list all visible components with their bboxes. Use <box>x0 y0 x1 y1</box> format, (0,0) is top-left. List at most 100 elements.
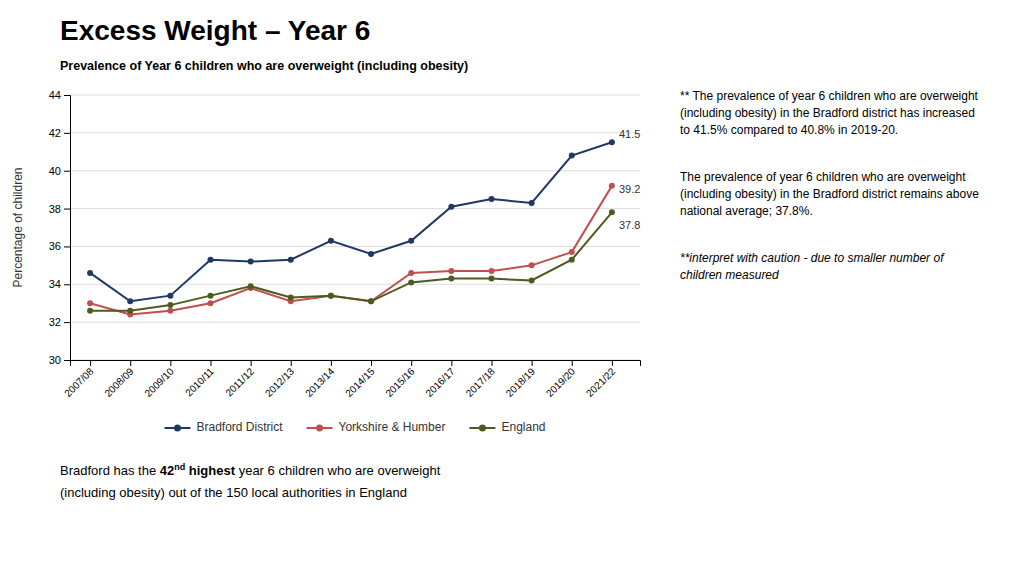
y-tick-label: 34 <box>49 278 61 290</box>
plot: 30323436384042442007/082008/092009/10201… <box>49 89 641 399</box>
marks <box>87 139 615 317</box>
y-tick: 32 <box>49 316 70 328</box>
x-tick-label: 2007/08 <box>62 365 96 399</box>
y-tick: 30 <box>49 354 70 366</box>
note-text: national average; 37.8%. <box>680 204 813 218</box>
x-tick-mark <box>130 360 131 366</box>
legend-label: England <box>501 420 545 434</box>
y-tick-mark <box>64 360 70 361</box>
x-tick: 2017/18 <box>464 360 498 399</box>
grid-line <box>70 284 640 285</box>
x-axis-line <box>71 361 641 367</box>
bottom-note: Bradford has the 42nd highest year 6 chi… <box>60 462 441 478</box>
y-tick-mark <box>64 171 70 172</box>
x-tick-label: 2019/20 <box>544 365 578 399</box>
y-tick-mark <box>64 246 70 247</box>
data-point <box>609 139 615 145</box>
x-tick: 2014/15 <box>343 360 377 399</box>
x-tick: 2007/08 <box>62 360 96 399</box>
annotation: 37.8 <box>619 219 640 231</box>
y-tick-label: 32 <box>49 316 61 328</box>
x-tick-mark <box>90 360 91 366</box>
y-tick-label: 38 <box>49 203 61 215</box>
note-text: ** The prevalence of year 6 children who… <box>680 89 979 103</box>
grid-line <box>70 322 640 323</box>
data-point <box>569 249 575 255</box>
title: Excess Weight – Year 6 <box>60 15 370 46</box>
data-point <box>529 278 535 284</box>
data-point <box>529 200 535 206</box>
bottom-note-part: highest <box>185 463 236 478</box>
data-point <box>408 238 414 244</box>
x-tick-label: 2016/17 <box>423 365 457 399</box>
data-point <box>207 300 213 306</box>
legend: Bradford District Yorkshire & Humber Engla… <box>164 420 545 434</box>
x-tick-label: 2010/11 <box>183 365 216 398</box>
data-point <box>448 276 454 282</box>
data-point <box>368 251 374 257</box>
x-tick-mark <box>572 360 573 366</box>
series-line <box>90 186 612 315</box>
x-tick: 2019/20 <box>544 360 578 399</box>
x-tick: 2018/19 <box>504 360 538 399</box>
data-point <box>488 196 494 202</box>
x-tick: 2015/16 <box>383 360 417 399</box>
data-point <box>448 268 454 274</box>
y-tick-mark <box>64 322 70 323</box>
x-tick-mark <box>210 360 211 366</box>
x-tick: 2011/12 <box>223 360 256 398</box>
data-point <box>328 293 334 299</box>
data-point <box>167 302 173 308</box>
legend-item: England <box>469 420 545 434</box>
legend-marker <box>479 425 486 432</box>
subtitle: Prevalence of Year 6 children who are ov… <box>60 59 468 73</box>
note-text: **interpret with caution - due to smalle… <box>680 251 945 265</box>
y-tick-mark <box>64 284 70 285</box>
data-point <box>167 293 173 299</box>
x-tick-mark <box>451 360 452 366</box>
y-tick: 34 <box>49 278 70 290</box>
bottom-note-part: nd <box>174 462 185 472</box>
legend-item: Bradford District <box>164 420 283 434</box>
x-tick-label: 2008/09 <box>102 365 136 399</box>
y-tick-mark <box>64 209 70 210</box>
y-tick-label: 30 <box>49 354 61 366</box>
data-point <box>368 298 374 304</box>
y-tick-label: 44 <box>49 89 61 101</box>
data-point <box>87 270 93 276</box>
annotation: 41.5 <box>619 128 640 140</box>
data-point <box>569 153 575 159</box>
x-tick-label: 2018/19 <box>504 365 538 399</box>
y-tick: 40 <box>49 165 70 177</box>
y-tick-label: 36 <box>49 240 61 252</box>
grid-line <box>70 208 640 209</box>
x-tick-mark <box>170 360 171 366</box>
data-point <box>529 262 535 268</box>
legend-label: Yorkshire & Humber <box>339 420 446 434</box>
y-tick: 44 <box>49 89 70 101</box>
x-tick-mark <box>411 360 412 366</box>
data-point <box>408 270 414 276</box>
series-line <box>90 212 612 310</box>
x-tick-label: 2013/14 <box>303 365 337 399</box>
x-tick-label: 2014/15 <box>343 365 377 399</box>
x-tick-label: 2012/13 <box>263 365 297 399</box>
data-point <box>328 293 334 299</box>
legend-marker <box>316 425 323 432</box>
x-tick-mark <box>371 360 372 366</box>
y-tick: 36 <box>49 240 70 252</box>
data-point <box>368 298 374 304</box>
data-point <box>87 300 93 306</box>
legend-marker <box>174 425 181 432</box>
bottom-note-part: Bradford has the <box>60 463 160 478</box>
data-point <box>609 209 615 215</box>
data-point <box>569 257 575 263</box>
bottom-note-part: year 6 children who are overweight <box>235 463 441 478</box>
data-point <box>288 257 294 263</box>
grid-line <box>70 246 640 247</box>
data-point <box>488 276 494 282</box>
y-axis-title: Percentage of children <box>11 167 25 287</box>
y-tick-mark <box>64 95 70 96</box>
data-point <box>288 295 294 301</box>
x-tick-mark <box>612 360 613 366</box>
